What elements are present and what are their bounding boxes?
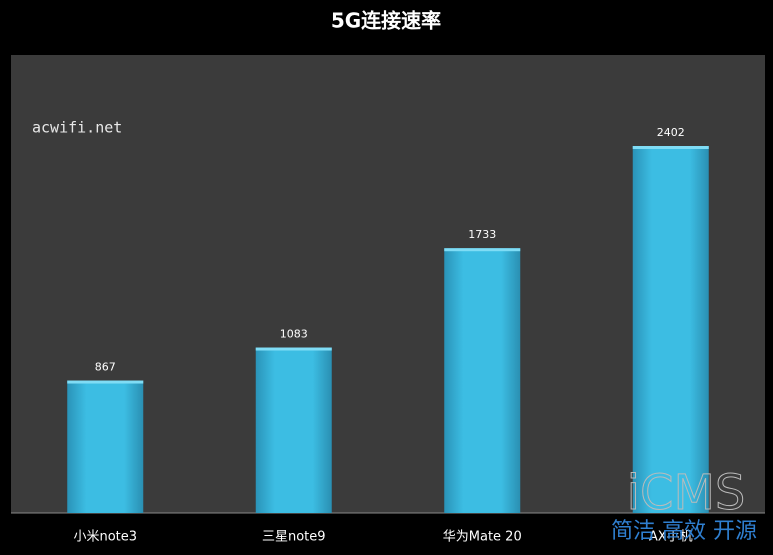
bar-top: [255, 347, 332, 351]
bar: [444, 248, 521, 513]
bar-top: [67, 380, 144, 384]
x-tick-label: 三星note9: [262, 530, 326, 545]
watermark-logo: iCMS: [627, 465, 746, 521]
data-label: 867: [95, 361, 116, 374]
annotation: acwifi.net: [32, 119, 122, 137]
x-tick-label: 小米note3: [73, 530, 137, 545]
data-label: 1083: [280, 328, 308, 341]
bar: [67, 380, 144, 513]
bar-top: [632, 146, 709, 149]
x-tick-label: AX手机: [649, 530, 693, 545]
data-label: 2402: [657, 126, 685, 139]
data-label: 1733: [468, 228, 496, 241]
watermark-slogan: 简洁 高效 开源: [611, 519, 757, 544]
bar: [255, 347, 332, 513]
chart-title: 5G连接速率: [331, 9, 441, 33]
x-tick-label: 华为Mate 20: [443, 530, 522, 545]
bar: [632, 146, 709, 513]
bar-top: [444, 248, 521, 252]
